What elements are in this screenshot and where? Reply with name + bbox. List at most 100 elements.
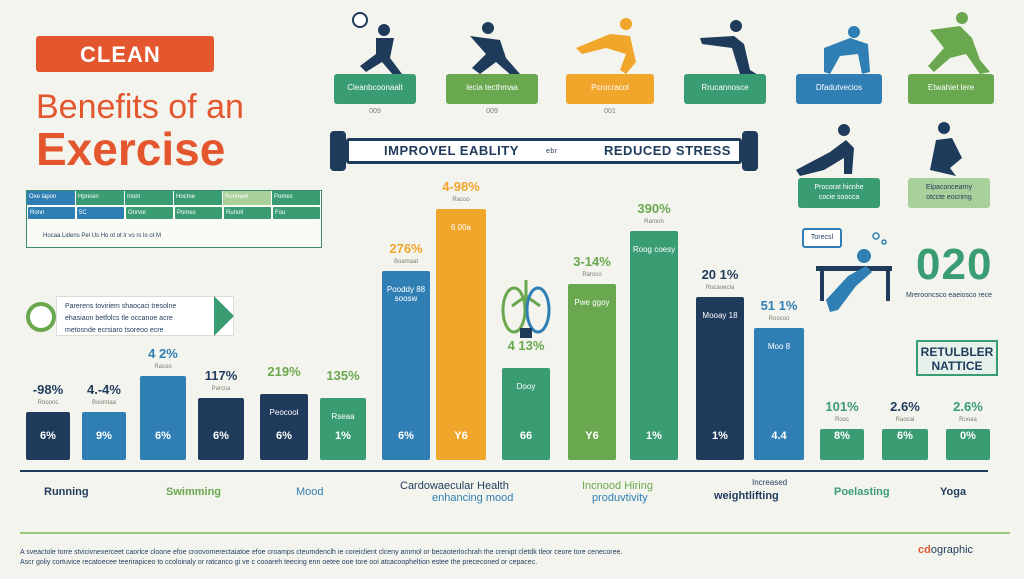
badge-line: metosnde ecrsiaro tsoreoo ecre bbox=[65, 327, 164, 334]
barbell-bar bbox=[346, 138, 742, 164]
category-sublabel: Increased bbox=[752, 478, 788, 487]
bar-value-label: 117% bbox=[204, 368, 238, 384]
bench-press-icon bbox=[816, 232, 892, 312]
stretching-athlete-icon bbox=[796, 124, 854, 176]
category-label: Yoga bbox=[940, 486, 967, 498]
brand-logo: cdographic bbox=[918, 544, 973, 556]
bar-value-label: 4-98% bbox=[442, 179, 480, 195]
stat-value: 020 bbox=[916, 240, 993, 289]
bar bbox=[630, 231, 678, 460]
bar-value-label: 20 1% bbox=[701, 267, 739, 283]
bar bbox=[82, 411, 126, 460]
mini-table-footer: Hocaa Lidens Pel Us Ho ot ot ir vo rs lo… bbox=[43, 233, 162, 239]
side-card: Elpaconcearny otccte eocrimg bbox=[908, 178, 990, 208]
bar-value-label: 2.6% bbox=[890, 399, 920, 415]
bar-value-label: 101% bbox=[825, 399, 859, 415]
mini-table-cell: Ronn bbox=[28, 207, 75, 219]
retention-box: RETULBLER NATTICE bbox=[916, 340, 998, 376]
footer-line: A sveactole torre stvicivnexerceet caorl… bbox=[20, 549, 623, 556]
bar-sub-label: Rooaa bbox=[959, 417, 977, 424]
top-card-sub: 001 bbox=[604, 108, 616, 115]
bar-value-label: 4 13% bbox=[507, 337, 545, 353]
bar-inner-caption: Rseaa bbox=[331, 412, 355, 422]
bar-inner-value: 9% bbox=[96, 430, 112, 442]
bar bbox=[754, 328, 804, 460]
bar-inner-value: 1% bbox=[335, 430, 351, 442]
bar-value-label: 276% bbox=[389, 240, 423, 256]
category-label: Incnood Hiring bbox=[582, 480, 653, 492]
category-label: Cardowaecular Health bbox=[400, 480, 509, 492]
top-card: Etwahiet lere bbox=[908, 74, 994, 104]
bar-inner-value: 1% bbox=[712, 430, 728, 442]
bar bbox=[436, 209, 486, 460]
soccer-ball-icon bbox=[352, 12, 368, 28]
clean-tag: CLEAN bbox=[36, 36, 214, 72]
category-label: Mood bbox=[296, 486, 324, 498]
mini-table-cell: Pomes bbox=[175, 207, 222, 219]
bar-sub-label: Rocaoecla bbox=[705, 285, 735, 292]
bar bbox=[568, 284, 616, 460]
bar-inner-value: 6% bbox=[897, 430, 913, 442]
mini-table: Oxe lapon Hpresin Inom Hocme Ronnwet Pom… bbox=[26, 190, 322, 248]
category-sublabel: enhancing mood bbox=[432, 492, 514, 504]
side-card-line: cocie soocca bbox=[818, 194, 860, 201]
retention-line1: RETULBLER bbox=[920, 345, 994, 359]
bar bbox=[198, 398, 244, 460]
standing-athlete-icon bbox=[930, 122, 962, 176]
bar-inner-value: 1% bbox=[646, 430, 662, 442]
bar-value-label: 4 2% bbox=[148, 346, 178, 362]
bar-inner-caption: 6 00a bbox=[450, 223, 472, 233]
barbell-label-mid: ebr bbox=[546, 148, 558, 155]
bending-athlete-icon bbox=[576, 18, 636, 74]
bar bbox=[820, 429, 864, 460]
athlete-icons bbox=[352, 12, 990, 76]
bar-value-label: -98% bbox=[32, 381, 64, 397]
footer-divider bbox=[20, 532, 1010, 534]
bar-inner-value: 6% bbox=[155, 430, 171, 442]
mini-table-row: Ronn 5C Onrvol Pomes Runoll Fou bbox=[27, 205, 321, 221]
category-sublabel: weightlifting bbox=[714, 490, 779, 502]
top-card: Pcrocracol bbox=[566, 74, 654, 104]
top-card: lecia tecthmaa bbox=[446, 74, 538, 104]
mini-table-header-cell: Pomes bbox=[272, 191, 321, 205]
bar-inner-caption: Pwe ggoy bbox=[574, 298, 610, 307]
bar bbox=[382, 270, 430, 460]
bar-inner-caption: Dooy bbox=[516, 381, 536, 391]
bar-value-label: 4.-4% bbox=[87, 381, 121, 397]
bar-sub-label: Racoo bbox=[452, 197, 470, 204]
mustache-badge-icon bbox=[26, 302, 56, 332]
bar-inner-caption: Pooddy 88 soosw bbox=[386, 284, 426, 303]
side-athlete-icons bbox=[796, 122, 962, 176]
page-title-line1: Benefits of an bbox=[36, 88, 244, 126]
top-card: Rrucannosce bbox=[684, 74, 766, 104]
bar-value-label: 135% bbox=[326, 368, 360, 384]
side-card-line: Procorat hicnhe bbox=[814, 184, 864, 191]
brand-rest: ographic bbox=[930, 544, 974, 556]
bar-inner-value: 6% bbox=[276, 430, 292, 442]
bar-sub-label: Boamaat bbox=[393, 258, 418, 265]
mini-table-header-cell: Ronnwet bbox=[223, 191, 272, 205]
bar bbox=[260, 394, 308, 460]
bar bbox=[946, 429, 990, 460]
bar-inner-value: Y6 bbox=[585, 430, 599, 442]
mini-table-header: Oxe lapon Hpresin Inom Hocme Ronnwet Pom… bbox=[27, 191, 321, 205]
badge-line: ehasiaon betfolcs tle occanoe acre bbox=[65, 315, 173, 322]
bar-inner-value: Y6 bbox=[454, 430, 468, 442]
mini-table-cell: Runoll bbox=[224, 207, 271, 219]
badge-line: Parerens toviriem shaocaci tresolne bbox=[65, 303, 177, 310]
footer-line: Ascr goliy cortuvice recatoecee teerirap… bbox=[20, 559, 538, 566]
bar-value-label: 2.6% bbox=[953, 399, 983, 415]
bar-sub-label: Parcca bbox=[211, 386, 231, 393]
bar bbox=[26, 411, 70, 460]
badge-arrow bbox=[214, 296, 234, 336]
bar-inner-value: 0% bbox=[960, 430, 976, 442]
mini-table-cell: Onrvol bbox=[126, 207, 173, 219]
side-card: Procorat hicnhe cocie soocca bbox=[798, 178, 880, 208]
badge-banner: Parerens toviriem shaocaci tresolne ehas… bbox=[56, 296, 234, 336]
dancer-icon bbox=[700, 20, 760, 76]
side-card-line: Elpaconcearny bbox=[925, 184, 973, 191]
bar-inner-caption: Moo 8 bbox=[767, 342, 791, 351]
bar-sub-label: Raocal bbox=[895, 417, 915, 424]
top-card-sub: 009 bbox=[486, 108, 498, 115]
brand-prefix: cd bbox=[918, 544, 931, 556]
